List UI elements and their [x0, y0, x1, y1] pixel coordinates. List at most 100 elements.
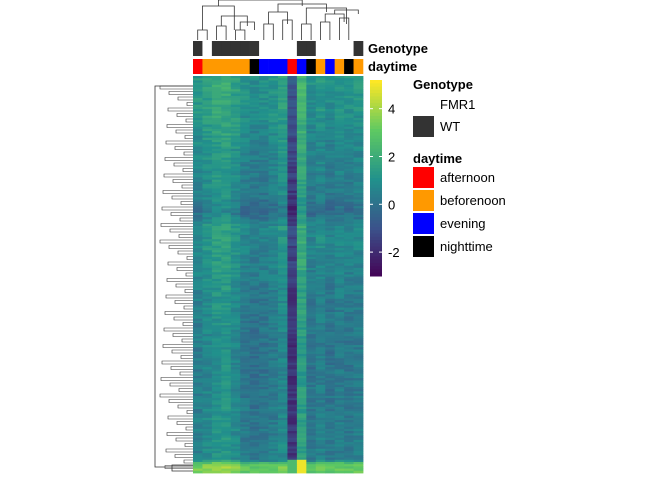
- heatmap-cell: [315, 435, 326, 439]
- heatmap-cell: [315, 311, 326, 315]
- heatmap-cell: [306, 294, 317, 297]
- heatmap-cell: [221, 400, 232, 403]
- heatmap-cell: [278, 203, 288, 207]
- heatmap-cell: [278, 455, 288, 458]
- heatmap-cell: [353, 263, 364, 267]
- heatmap-cell: [306, 146, 317, 150]
- heatmap-cell: [353, 417, 364, 421]
- heatmap-cell: [193, 170, 203, 174]
- heatmap-cell: [325, 420, 336, 423]
- heatmap-cell: [268, 422, 279, 425]
- heatmap-cell: [249, 300, 260, 304]
- heatmap-cell: [287, 329, 298, 333]
- heatmap-cell: [268, 345, 279, 348]
- heatmap-cell: [278, 464, 288, 467]
- heatmap-cell: [325, 356, 336, 359]
- heatmap-cell: [334, 382, 345, 386]
- heatmap-cell: [306, 409, 317, 412]
- heatmap-cell: [211, 199, 222, 203]
- heatmap-cell: [278, 334, 288, 337]
- heatmap-cell: [344, 384, 354, 388]
- heatmap-cell: [202, 345, 213, 348]
- heatmap-cell: [315, 80, 326, 84]
- heatmap-cell: [193, 214, 203, 218]
- heatmap-cell: [334, 234, 345, 238]
- heatmap-cell: [325, 415, 336, 419]
- heatmap-cell: [249, 76, 260, 79]
- heatmap-cell: [325, 371, 336, 375]
- heatmap-cell: [202, 91, 213, 95]
- heatmap-cell: [240, 126, 251, 130]
- heatmap-cell: [211, 415, 222, 419]
- heatmap-cell: [315, 245, 326, 249]
- legend-daytime-label: beforenoon: [440, 193, 506, 208]
- daytime-annotation-cell: [296, 59, 307, 74]
- row-dendrogram-link: [173, 162, 193, 167]
- heatmap-cell: [334, 115, 345, 119]
- heatmap-cell: [315, 120, 326, 123]
- heatmap-cell: [268, 76, 279, 79]
- heatmap-cell: [278, 327, 288, 331]
- heatmap-cell: [193, 367, 203, 370]
- row-dendrogram-link: [168, 91, 193, 95]
- heatmap-cell: [230, 122, 241, 125]
- heatmap-cell: [287, 298, 298, 302]
- heatmap-cell: [315, 331, 326, 335]
- heatmap-cell: [278, 223, 288, 227]
- heatmap-cell: [315, 239, 326, 242]
- heatmap-cell: [344, 428, 354, 432]
- colorbar-segment: [370, 174, 382, 179]
- heatmap-cell: [296, 342, 307, 346]
- heatmap-cell: [353, 281, 364, 284]
- heatmap-cell: [344, 146, 354, 150]
- heatmap-cell: [306, 212, 317, 216]
- heatmap-cell: [259, 252, 269, 256]
- heatmap-cell: [230, 281, 241, 284]
- heatmap-cell: [268, 393, 279, 397]
- heatmap-cell: [278, 367, 288, 370]
- heatmap-cell: [202, 444, 213, 447]
- heatmap-cell: [221, 214, 232, 218]
- heatmap-cell: [193, 102, 203, 106]
- heatmap-cell: [344, 217, 354, 220]
- heatmap-cell: [211, 201, 222, 205]
- heatmap-cell: [334, 336, 345, 339]
- heatmap-cell: [249, 444, 260, 447]
- heatmap-cell: [306, 274, 317, 278]
- heatmap-cell: [211, 406, 222, 410]
- heatmap-cell: [230, 91, 241, 95]
- heatmap-cell: [296, 364, 307, 368]
- heatmap-cell: [344, 439, 354, 443]
- heatmap-cell: [344, 137, 354, 141]
- heatmap-cell: [230, 150, 241, 154]
- heatmap-cell: [249, 144, 260, 147]
- heatmap-cell: [306, 446, 317, 450]
- heatmap-cell: [315, 137, 326, 141]
- heatmap-cell: [268, 283, 279, 286]
- heatmap-cell: [230, 274, 241, 278]
- heatmap-cell: [296, 455, 307, 458]
- heatmap-cell: [296, 102, 307, 106]
- heatmap-cell: [306, 164, 317, 167]
- heatmap-cell: [230, 285, 241, 289]
- heatmap-cell: [278, 289, 288, 293]
- heatmap-cell: [334, 300, 345, 304]
- heatmap-cell: [259, 338, 269, 342]
- row-dendrogram-link: [186, 102, 193, 106]
- heatmap-cell: [259, 175, 269, 178]
- heatmap-cell: [259, 113, 269, 117]
- heatmap-cell: [202, 221, 213, 225]
- heatmap-cell: [296, 157, 307, 161]
- heatmap-cell: [221, 314, 232, 317]
- heatmap-cell: [268, 272, 279, 275]
- heatmap-cell: [268, 292, 279, 295]
- heatmap-cell: [211, 76, 222, 79]
- heatmap-cell: [334, 142, 345, 145]
- heatmap-cell: [296, 153, 307, 156]
- heatmap-cell: [325, 173, 336, 176]
- heatmap-cell: [268, 113, 279, 117]
- heatmap-cell: [211, 142, 222, 145]
- heatmap-cell: [296, 159, 307, 163]
- heatmap-cell: [325, 263, 336, 267]
- heatmap-cell: [221, 371, 232, 375]
